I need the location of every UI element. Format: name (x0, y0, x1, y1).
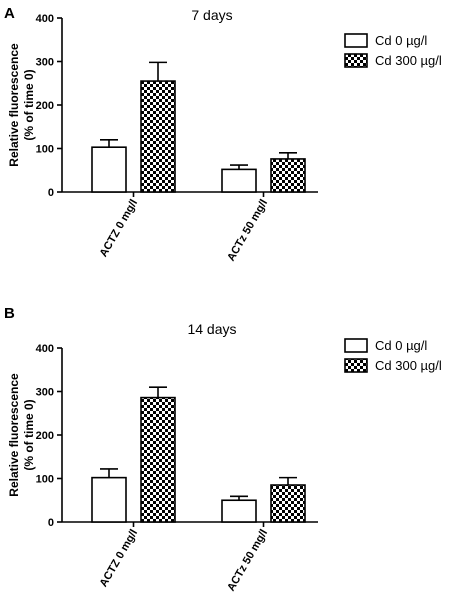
chart-title: 7 days (191, 7, 232, 23)
panel-b-chart: B 14 days Relative fluorescence (% of ti… (4, 305, 442, 593)
y-tick-label: 300 (36, 387, 54, 399)
legend-label: Cd 300 µg/l (375, 53, 442, 68)
legend-swatch (344, 33, 368, 48)
y-tick-label: 0 (48, 187, 54, 199)
bar-cd300 (140, 396, 176, 523)
bar-cd0 (221, 499, 257, 523)
y-tick-label: 0 (48, 517, 54, 529)
y-tick-label: 200 (36, 100, 54, 112)
bar-cd0 (91, 146, 127, 193)
panel-letter: A (4, 5, 15, 22)
category-label: ACTz 50 mg/l (225, 198, 270, 264)
bar-cd0 (91, 476, 127, 523)
y-axis-label-line2: (% of time 0) (22, 69, 36, 140)
chart-marks: 0 100 200 300 400 ACTZ 0 mg/l ACTz 50 mg/l (36, 343, 318, 593)
category-label: ACTZ 0 mg/l (98, 198, 140, 260)
legend-swatch (344, 53, 368, 68)
bar-cd0 (221, 168, 257, 193)
panel-a-chart: A 7 days Relative fluorescence (% of tim… (4, 5, 442, 263)
y-tick-label: 100 (36, 144, 54, 156)
legend-swatch (344, 338, 368, 353)
legend-label: Cd 0 µg/l (375, 33, 427, 48)
legend-label: Cd 0 µg/l (375, 338, 427, 353)
legend: Cd 0 µg/l Cd 300 µg/l (344, 338, 442, 373)
bar-cd300 (270, 158, 306, 193)
y-tick-label: 200 (36, 430, 54, 442)
y-axis-label-line2: (% of time 0) (22, 399, 36, 470)
y-tick-label: 400 (36, 13, 54, 25)
legend: Cd 0 µg/l Cd 300 µg/l (344, 33, 442, 68)
bar-cd300 (140, 80, 176, 193)
category-label: ACTZ 0 mg/l (98, 528, 140, 590)
chart-title: 14 days (187, 321, 236, 337)
legend-label: Cd 300 µg/l (375, 358, 442, 373)
panel-letter: B (4, 305, 15, 322)
y-tick-label: 300 (36, 57, 54, 69)
chart-marks: 0 100 200 300 400 ACTZ 0 mg/l ACTz 50 mg/l (36, 13, 318, 263)
legend-swatch (344, 358, 368, 373)
category-label: ACTz 50 mg/l (225, 528, 270, 594)
y-tick-label: 400 (36, 343, 54, 355)
y-axis-label-line1: Relative fluorescence (7, 373, 21, 497)
y-tick-label: 100 (36, 474, 54, 486)
y-axis-label-line1: Relative fluorescence (7, 43, 21, 167)
bar-cd300 (270, 484, 306, 523)
